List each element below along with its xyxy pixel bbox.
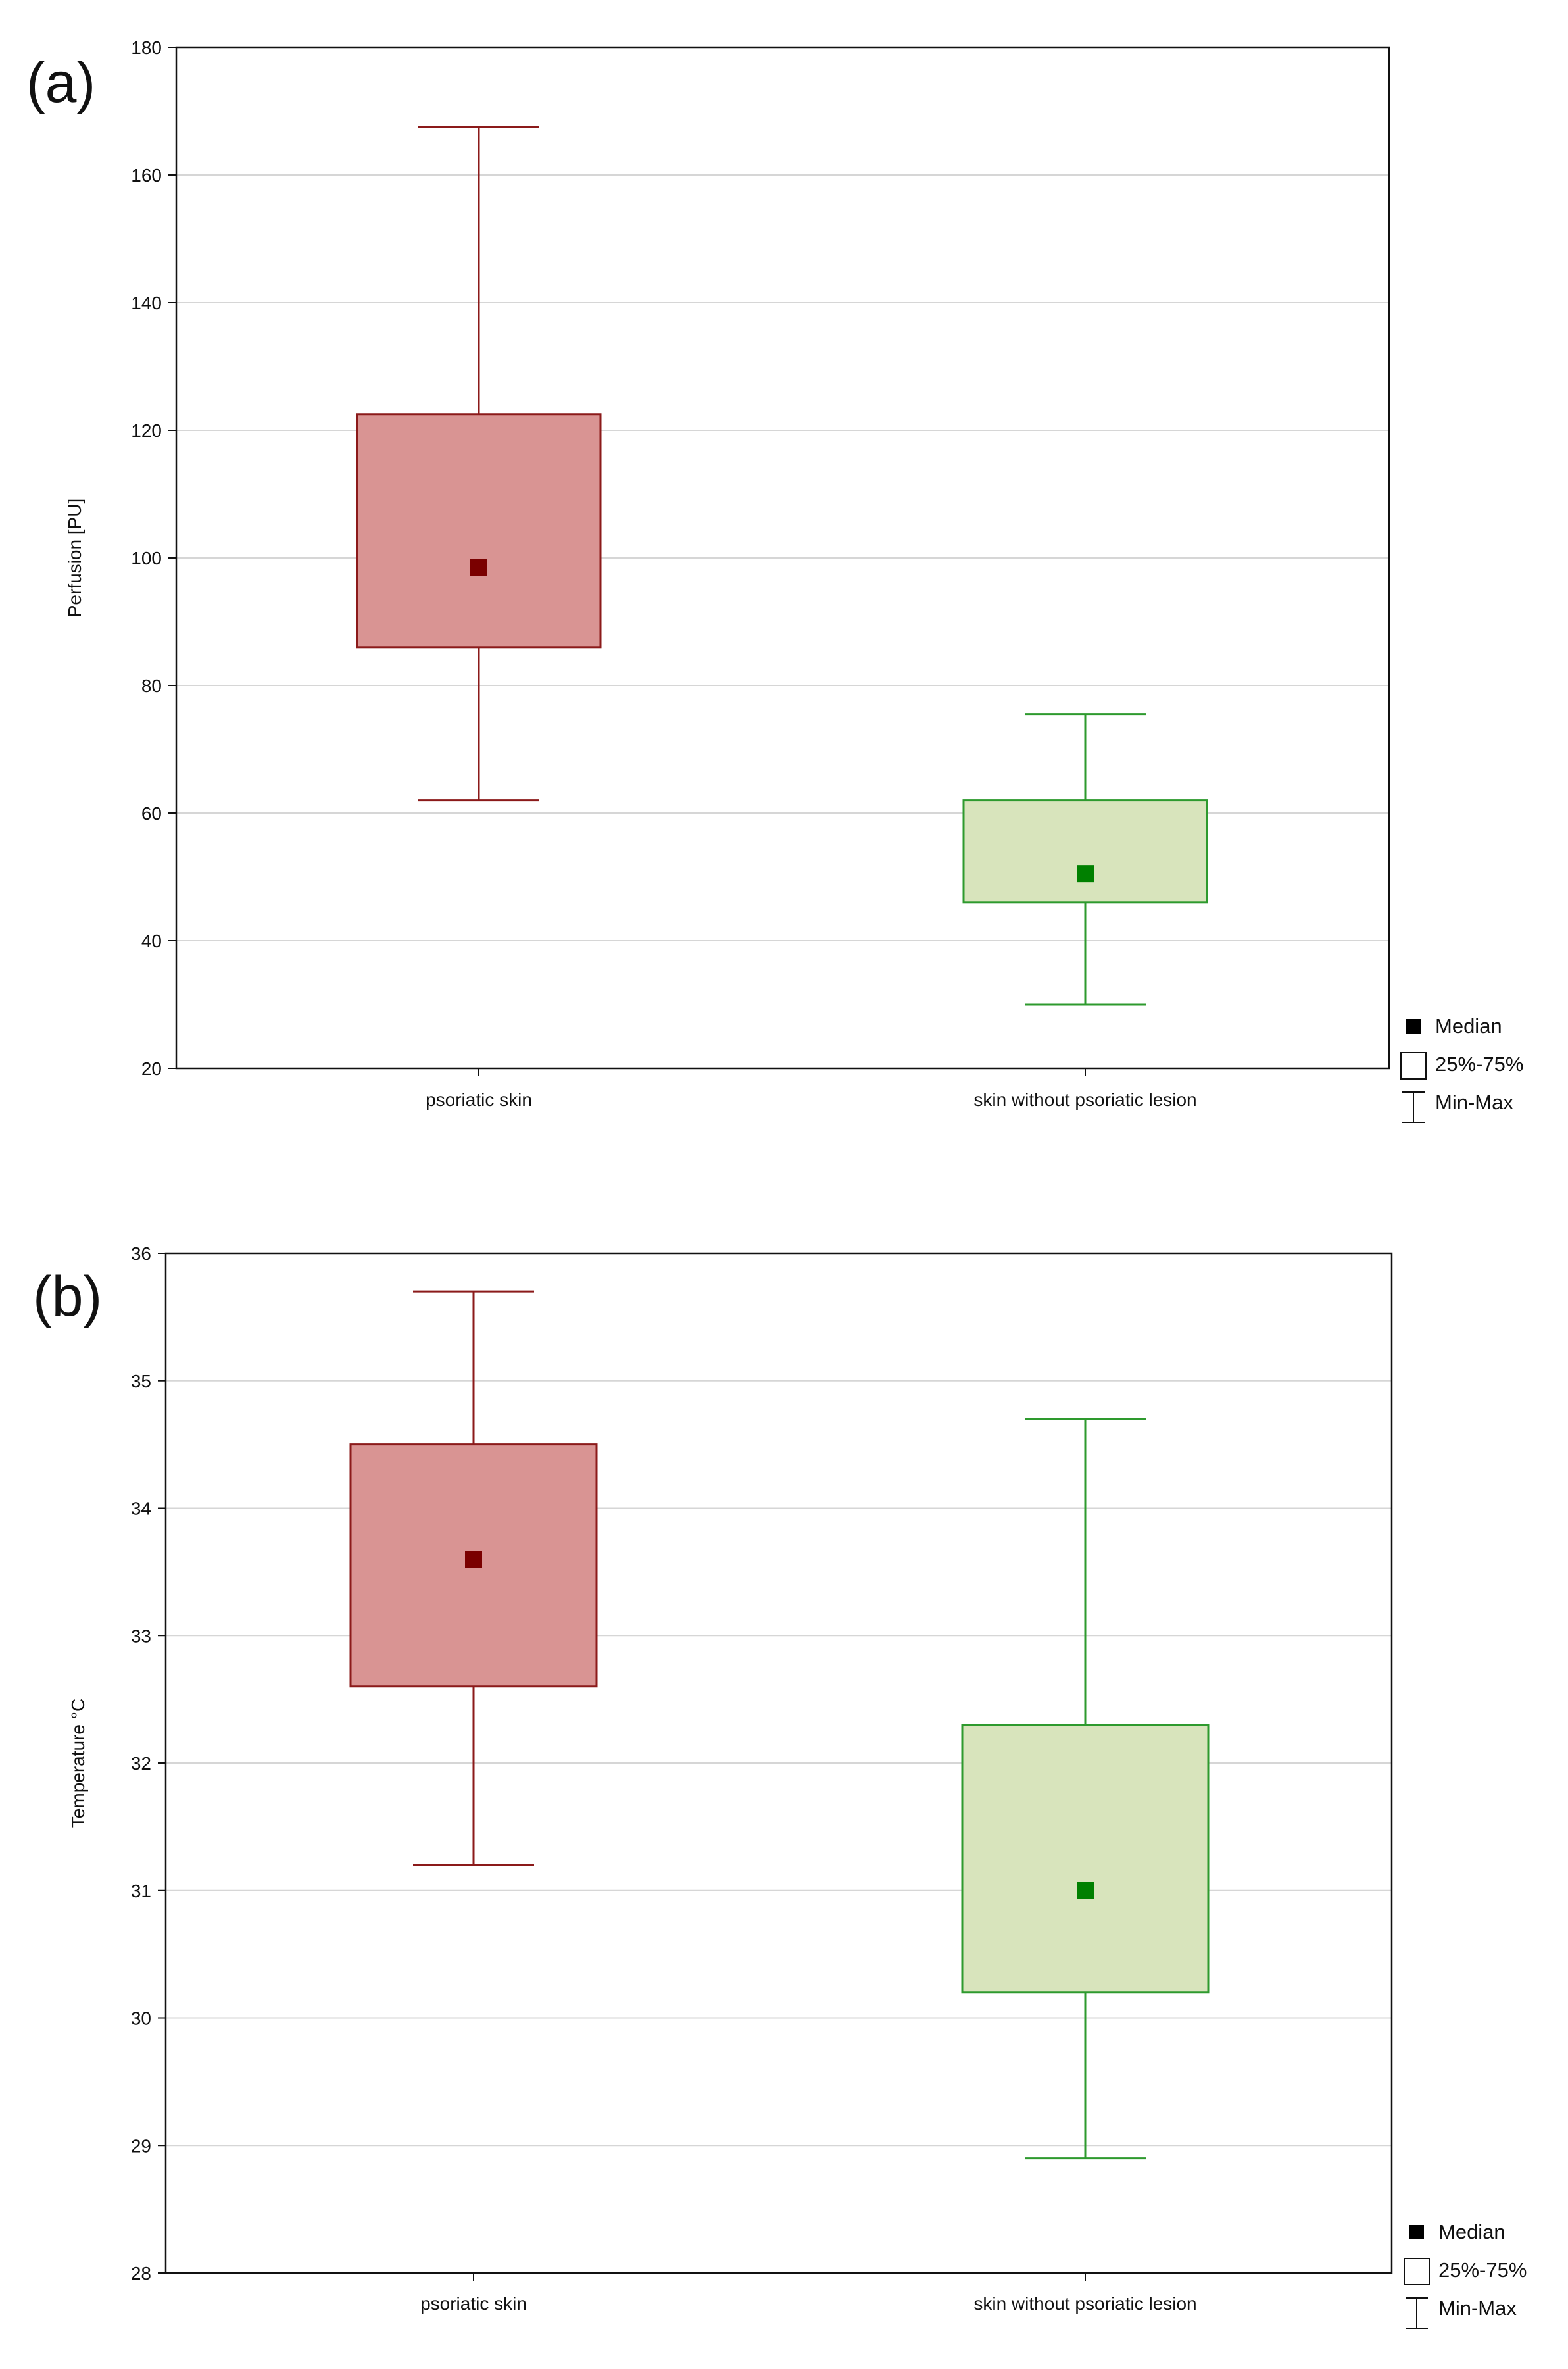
median-marker bbox=[465, 1551, 482, 1568]
y-tick-label: 140 bbox=[131, 293, 162, 313]
panel-label: (a) bbox=[26, 51, 95, 114]
chart-panel-b: 28 29 30 31 32 33 34 35 36 Temperature °C (b) psori… bbox=[33, 1243, 1527, 2329]
iqr-box bbox=[961, 1724, 1210, 1994]
legend-median-marker bbox=[1406, 1019, 1421, 1034]
y-tick-label: 20 bbox=[141, 1059, 162, 1079]
legend-minmax-label: Min-Max bbox=[1435, 1091, 1513, 1114]
legend-iqr-label: 25%-75% bbox=[1435, 1053, 1523, 1076]
median-marker bbox=[1077, 1882, 1094, 1899]
y-axis-label: Temperature °C bbox=[68, 1699, 88, 1828]
box-skin-without-lesion bbox=[961, 1418, 1210, 2160]
legend: Median 25%-75% Min-Max bbox=[1404, 2220, 1527, 2329]
y-tick-label: 36 bbox=[131, 1243, 151, 1264]
x-tick-label: skin without psoriatic lesion bbox=[973, 2293, 1196, 2314]
iqr-box bbox=[962, 799, 1208, 904]
box-psoriatic-skin bbox=[356, 126, 602, 802]
chart-panel-a: 20 40 60 80 100 120 140 160 180 Perfusion [PU] (a)… bbox=[26, 37, 1523, 1123]
box-skin-without-lesion bbox=[962, 713, 1208, 1006]
y-tick-label: 28 bbox=[131, 2263, 151, 2283]
legend-iqr-label: 25%-75% bbox=[1438, 2258, 1527, 2282]
legend: Median 25%-75% Min-Max bbox=[1400, 1014, 1523, 1123]
y-tick-label: 35 bbox=[131, 1371, 151, 1391]
plot-frame bbox=[164, 1252, 1393, 2274]
y-tick-label: 32 bbox=[131, 1753, 151, 1774]
y-tick-label: 160 bbox=[131, 165, 162, 186]
plot-frame bbox=[175, 46, 1390, 1070]
y-tick-label: 40 bbox=[141, 931, 162, 951]
y-tick-label: 29 bbox=[131, 2135, 151, 2156]
y-tick-label: 33 bbox=[131, 1626, 151, 1646]
y-tick-label: 180 bbox=[131, 37, 162, 58]
box-psoriatic-skin bbox=[349, 1290, 598, 1866]
y-axis-label: Perfusion [PU] bbox=[64, 499, 85, 618]
legend-box-swatch bbox=[1400, 1052, 1427, 1080]
legend-minmax-label: Min-Max bbox=[1438, 2297, 1517, 2320]
y-tick-label: 30 bbox=[131, 2008, 151, 2029]
median-marker bbox=[470, 559, 487, 576]
y-tick-label: 34 bbox=[131, 1499, 151, 1519]
y-tick-label: 100 bbox=[131, 548, 162, 568]
legend-median-label: Median bbox=[1435, 1014, 1502, 1037]
y-tick-label: 120 bbox=[131, 420, 162, 441]
legend-box-swatch bbox=[1404, 2258, 1430, 2285]
median-marker bbox=[1077, 865, 1094, 883]
legend-median-marker bbox=[1409, 2225, 1424, 2239]
y-tick-label: 31 bbox=[131, 1881, 151, 1901]
x-tick-label: skin without psoriatic lesion bbox=[973, 1089, 1196, 1110]
x-tick-label: psoriatic skin bbox=[426, 1089, 532, 1110]
x-tick-label: psoriatic skin bbox=[420, 2293, 527, 2314]
iqr-box bbox=[356, 413, 602, 649]
legend-median-label: Median bbox=[1438, 2220, 1506, 2243]
y-tick-label: 60 bbox=[141, 803, 162, 824]
panel-label: (b) bbox=[33, 1265, 102, 1328]
y-tick-label: 80 bbox=[141, 676, 162, 696]
